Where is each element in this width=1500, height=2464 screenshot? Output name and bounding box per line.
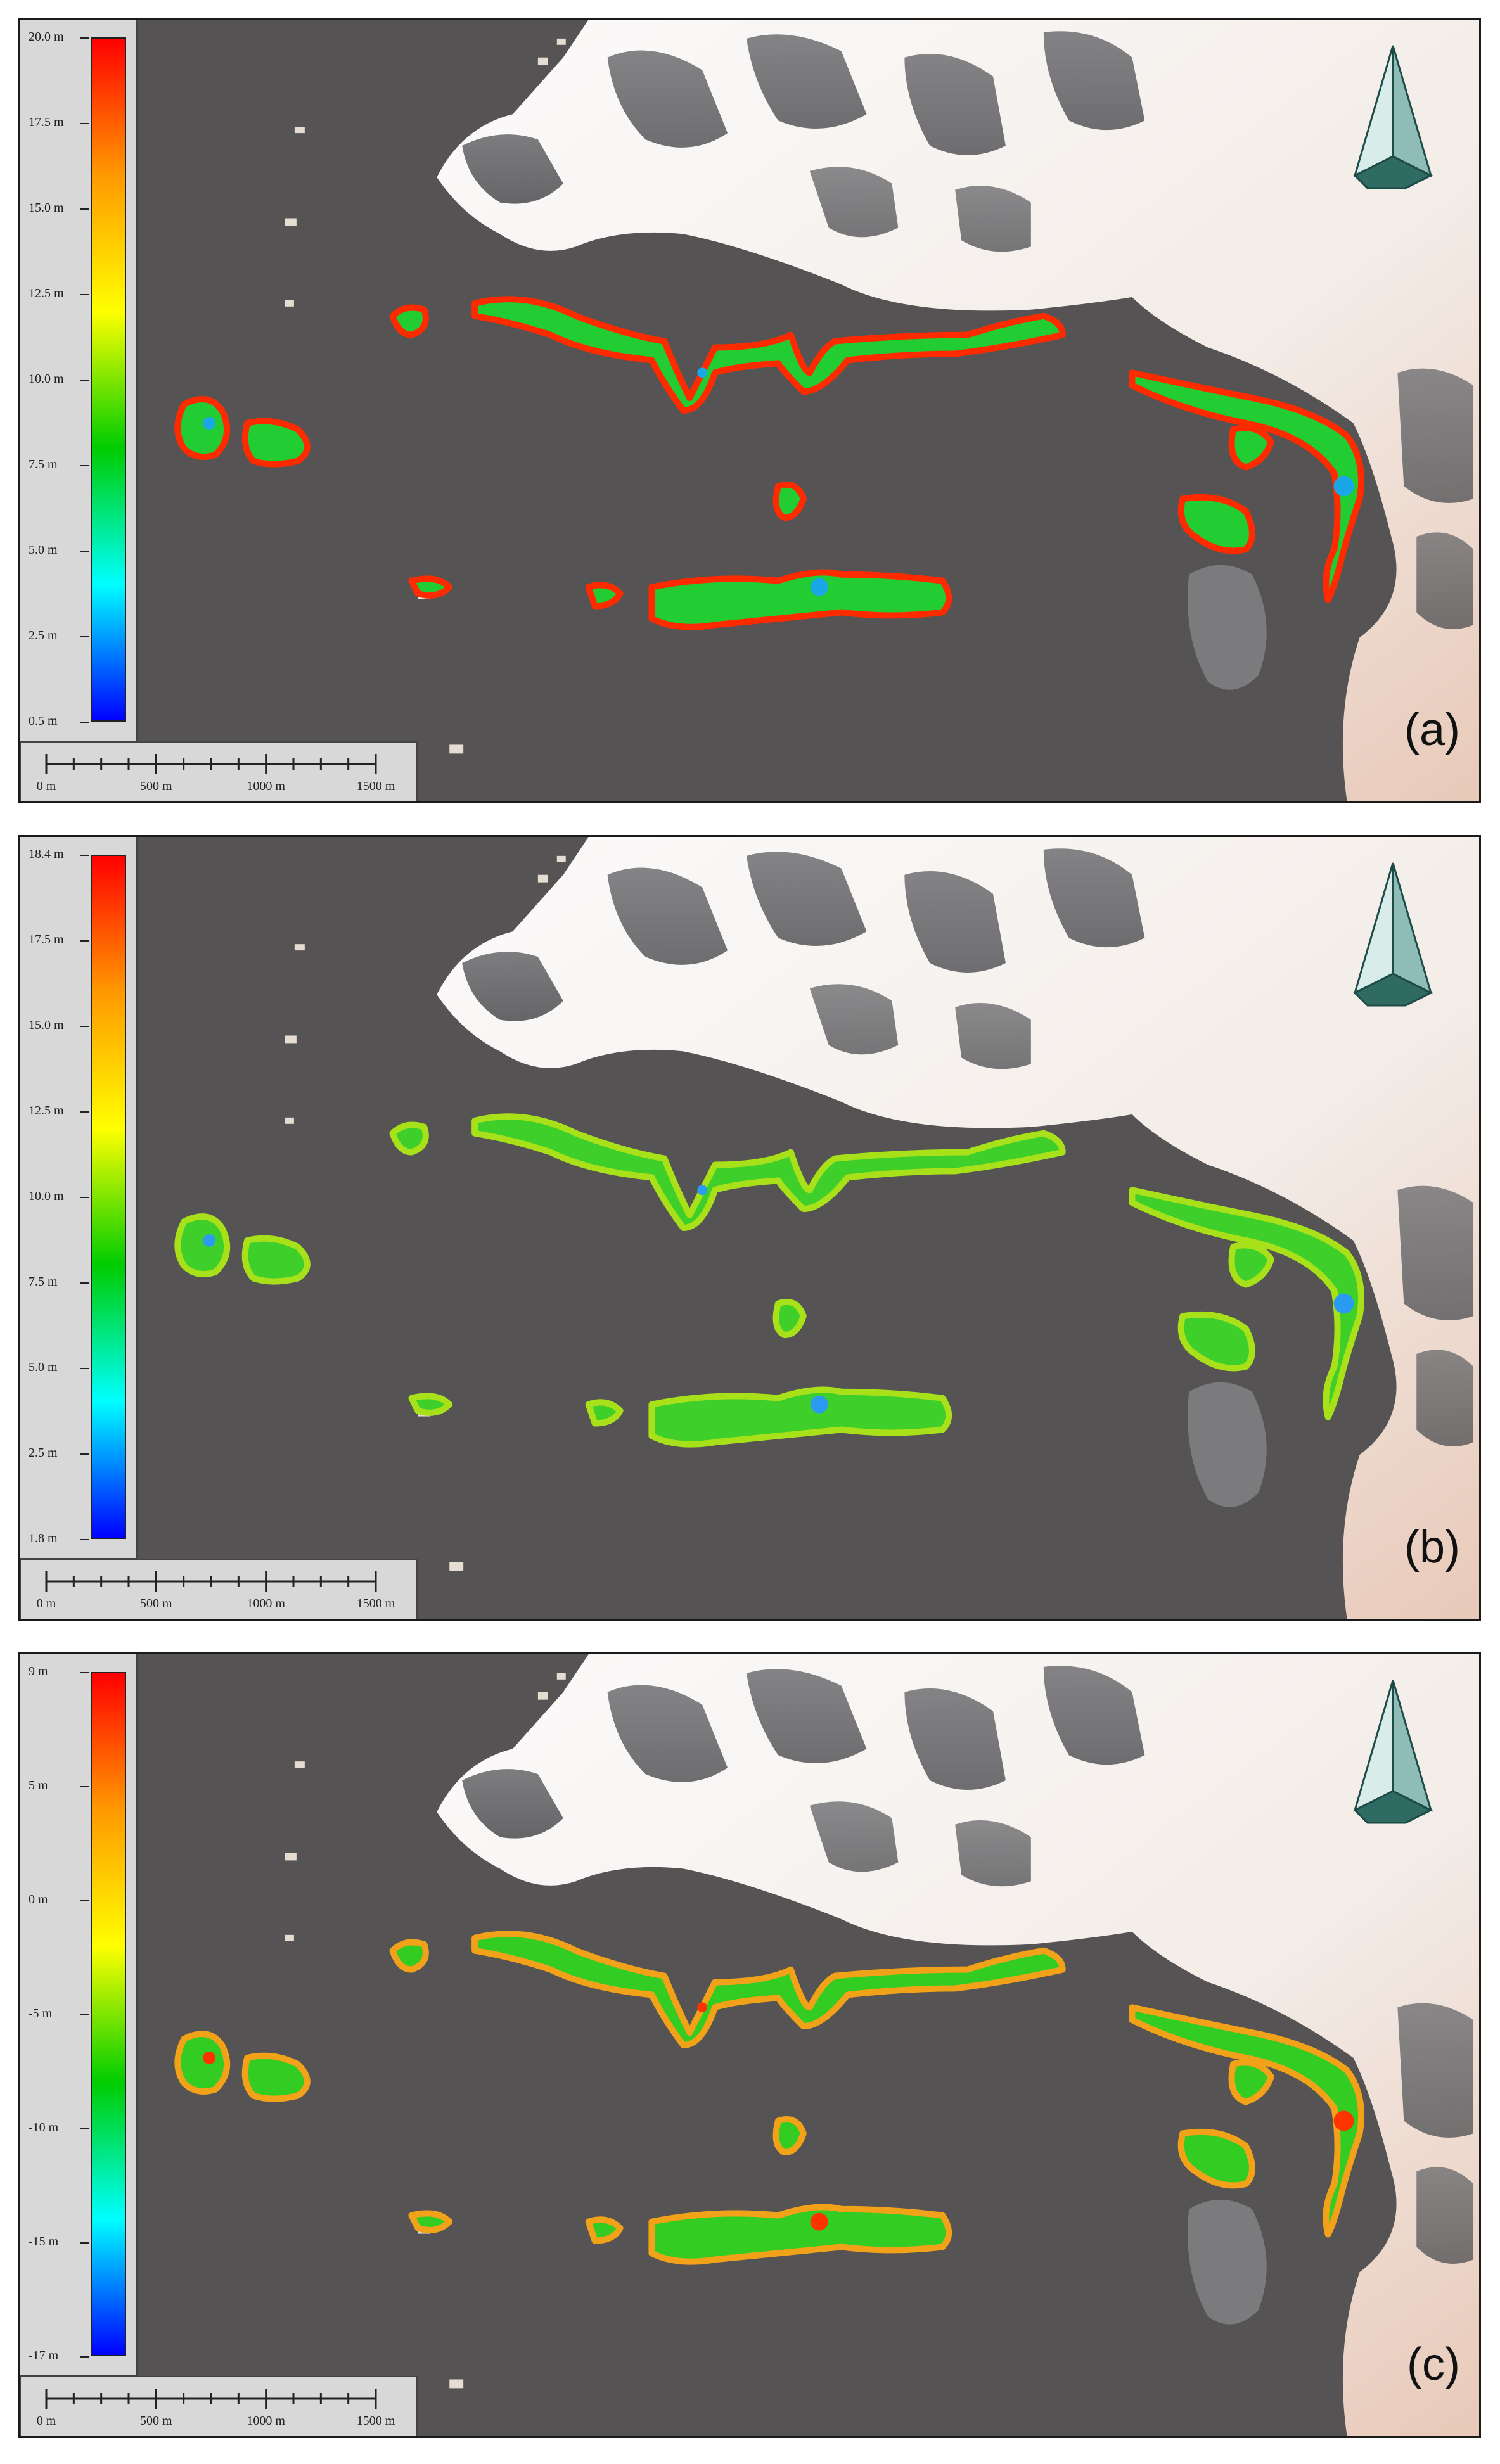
scale-bar-label: 500 m bbox=[140, 1597, 172, 1611]
legend-tick-label: 15.0 m bbox=[29, 1018, 64, 1032]
scale-bar: 0 m 500 m 1000 m 1500 m bbox=[20, 741, 418, 801]
legend-tick-label: -15 m bbox=[29, 2235, 59, 2249]
north-arrow-icon bbox=[1353, 862, 1433, 1007]
legend-tick-label: 7.5 m bbox=[29, 457, 58, 471]
legend-tick-mark bbox=[80, 1539, 89, 1540]
legend-tick-label: 5 m bbox=[29, 1778, 48, 1792]
legend-tick-mark bbox=[80, 940, 89, 942]
legend-tick-label: 0 m bbox=[29, 1893, 48, 1906]
legend-tick-mark bbox=[80, 855, 89, 856]
legend-tick-mark bbox=[80, 1282, 89, 1284]
legend-tick-mark bbox=[80, 1197, 89, 1198]
map-panel: 20.0 m 17.5 m 15.0 m 12.5 m 10.0 m 7.5 m 5.0 m… bbox=[18, 18, 1481, 803]
map-panel: 9 m 5 m 0 m -5 m -10 m -15 m -17 m 0 m 500 m 1000… bbox=[18, 1652, 1481, 2438]
legend-tick-mark bbox=[80, 1672, 89, 1673]
legend-tick-label: 10.0 m bbox=[29, 372, 64, 386]
legend-tick-mark bbox=[80, 380, 89, 381]
legend-tick-mark bbox=[80, 1368, 89, 1369]
scale-bar-label: 0 m bbox=[36, 2414, 56, 2428]
legend-tick-label: 5.0 m bbox=[29, 543, 58, 557]
scale-bar-label: 500 m bbox=[140, 2414, 172, 2428]
legend-tick-mark bbox=[80, 123, 89, 124]
legend-tick-mark bbox=[80, 208, 89, 210]
scale-bar-label: 1500 m bbox=[356, 2414, 395, 2428]
legend-tick-label: 12.5 m bbox=[29, 286, 64, 300]
panel-label: (a) bbox=[1404, 705, 1460, 755]
legend-tick-mark bbox=[80, 294, 89, 295]
legend-tick-label: 12.5 m bbox=[29, 1104, 64, 1118]
legend-tick-label: -17 m bbox=[29, 2349, 59, 2363]
legend-tick-mark bbox=[80, 465, 89, 466]
legend-tick-mark bbox=[80, 551, 89, 552]
satellite-map bbox=[20, 20, 1479, 801]
legend-tick-mark bbox=[80, 2014, 89, 2015]
legend-tick-label: 7.5 m bbox=[29, 1275, 58, 1289]
legend-tick-mark bbox=[80, 1111, 89, 1113]
color-ramp bbox=[91, 1672, 126, 2356]
north-arrow-icon bbox=[1353, 45, 1433, 189]
legend-tick-label: 9 m bbox=[29, 1664, 48, 1678]
legend-tick-label: 17.5 m bbox=[29, 933, 64, 947]
legend-tick-label: 2.5 m bbox=[29, 629, 58, 642]
legend-tick-mark bbox=[80, 636, 89, 637]
scale-bar-label: 1000 m bbox=[247, 2414, 285, 2428]
legend-tick-mark bbox=[80, 2128, 89, 2129]
legend-tick-label: 20.0 m bbox=[29, 30, 64, 44]
satellite-map bbox=[20, 1654, 1479, 2436]
color-ramp bbox=[91, 855, 126, 1539]
legend-tick-label: 2.5 m bbox=[29, 1446, 58, 1460]
legend-tick-label: 15.0 m bbox=[29, 201, 64, 215]
panel-label: (c) bbox=[1407, 2339, 1460, 2390]
scale-bar: 0 m 500 m 1000 m 1500 m bbox=[20, 1559, 418, 1619]
scale-bar-label: 1500 m bbox=[356, 1597, 395, 1611]
scale-bar-label: 1000 m bbox=[247, 779, 285, 793]
legend-tick-mark bbox=[80, 2356, 89, 2358]
color-legend: 18.4 m 17.5 m 15.0 m 12.5 m 10.0 m 7.5 m 5.0 m… bbox=[20, 837, 138, 1559]
legend-tick-mark bbox=[80, 722, 89, 723]
legend-tick-label: -10 m bbox=[29, 2121, 59, 2135]
legend-tick-mark bbox=[80, 37, 89, 39]
scale-bar-label: 1500 m bbox=[356, 779, 395, 793]
panel-label: (b) bbox=[1404, 1522, 1460, 1573]
legend-tick-label: 18.4 m bbox=[29, 847, 64, 861]
color-legend: 20.0 m 17.5 m 15.0 m 12.5 m 10.0 m 7.5 m 5.0 m… bbox=[20, 20, 138, 742]
legend-tick-label: -5 m bbox=[29, 2007, 53, 2020]
legend-tick-label: 10.0 m bbox=[29, 1189, 64, 1203]
map-panel: 18.4 m 17.5 m 15.0 m 12.5 m 10.0 m 7.5 m 5.0 m… bbox=[18, 835, 1481, 1621]
legend-tick-label: 1.8 m bbox=[29, 1531, 58, 1545]
scale-bar-label: 500 m bbox=[140, 779, 172, 793]
color-ramp bbox=[91, 37, 126, 722]
north-arrow-icon bbox=[1353, 1680, 1433, 1824]
legend-tick-label: 5.0 m bbox=[29, 1360, 58, 1374]
color-legend: 9 m 5 m 0 m -5 m -10 m -15 m -17 m bbox=[20, 1654, 138, 2377]
scale-bar-label: 0 m bbox=[36, 779, 56, 793]
legend-tick-label: 17.5 m bbox=[29, 115, 64, 129]
legend-tick-mark bbox=[80, 1900, 89, 1901]
legend-tick-mark bbox=[80, 1786, 89, 1787]
satellite-map bbox=[20, 837, 1479, 1619]
scale-bar-label: 0 m bbox=[36, 1597, 56, 1611]
legend-tick-mark bbox=[80, 1026, 89, 1027]
scale-bar-label: 1000 m bbox=[247, 1597, 285, 1611]
legend-tick-mark bbox=[80, 2242, 89, 2244]
legend-tick-label: 0.5 m bbox=[29, 714, 58, 728]
legend-tick-mark bbox=[80, 1453, 89, 1455]
scale-bar: 0 m 500 m 1000 m 1500 m bbox=[20, 2376, 418, 2436]
